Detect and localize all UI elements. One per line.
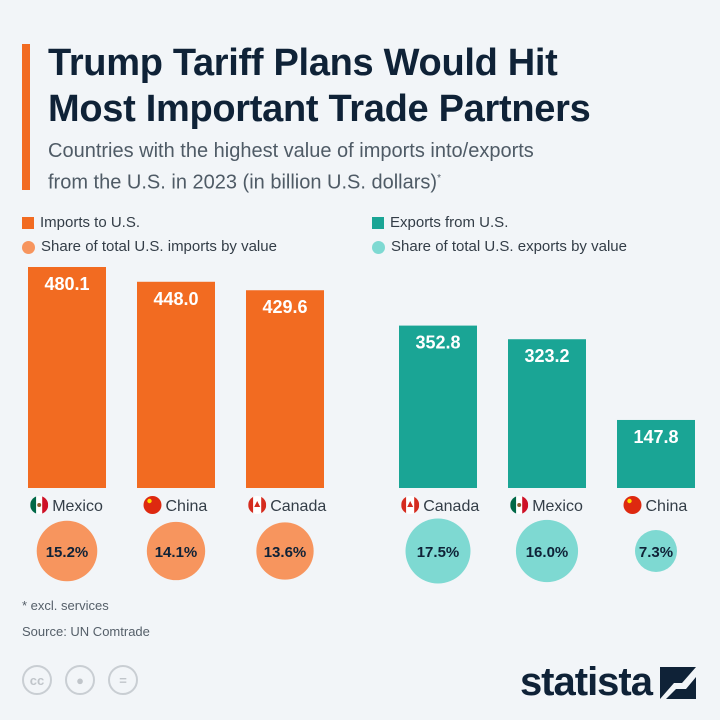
series-exports: 352.8 Canada 17.5% 323.2 Mexico 16.0% 147.8 Chi… xyxy=(399,325,695,584)
cc-by-icon[interactable]: ● xyxy=(65,665,95,695)
bar-imports-china xyxy=(137,281,215,488)
category-label: China xyxy=(623,496,688,515)
share-bubble xyxy=(146,521,206,581)
legend-imports: Imports to U.S. Share of total U.S. impo… xyxy=(22,211,277,259)
category-label: Mexico xyxy=(30,496,103,515)
subtitle-line-1: Countries with the highest value of impo… xyxy=(48,140,534,162)
share-bubble xyxy=(515,519,579,583)
legend-label-imports-share: Share of total U.S. imports by value xyxy=(41,238,277,255)
legend-swatch-exports xyxy=(372,217,384,229)
bar-value-label: 480.1 xyxy=(44,274,89,294)
mexico-flag-icon xyxy=(510,496,529,514)
bar-value-label: 429.6 xyxy=(262,297,307,317)
cc-nd-icon[interactable]: = xyxy=(108,665,138,695)
legend-dot-imports-share xyxy=(22,240,35,254)
title-line-2: Most Important Trade Partners xyxy=(48,88,591,130)
bar-exports-mexico xyxy=(508,339,586,488)
china-flag-icon xyxy=(623,496,642,514)
chart-subtitle: Countries with the highest value of impo… xyxy=(48,138,534,197)
source: Source: UN Comtrade xyxy=(22,624,150,639)
category-name: China xyxy=(646,498,688,515)
share-label: 13.6% xyxy=(264,544,307,561)
statista-logo-text: statista xyxy=(519,660,653,704)
statista-logo-icon xyxy=(660,666,696,699)
footnote: * excl. services xyxy=(22,598,109,613)
share-label: 14.1% xyxy=(155,544,198,561)
category-name: Canada xyxy=(423,498,479,515)
category-label: Canada xyxy=(248,496,326,515)
category-label: Mexico xyxy=(510,496,583,515)
category-name: Mexico xyxy=(532,498,583,515)
bar-imports-mexico xyxy=(28,267,106,488)
statista-logo[interactable]: statista xyxy=(520,660,696,705)
accent-bar xyxy=(22,44,30,190)
canada-flag-icon xyxy=(401,496,420,514)
subtitle-footnote-mark: * xyxy=(437,173,441,184)
bar-value-label: 323.2 xyxy=(524,346,569,366)
category-name: China xyxy=(166,498,208,515)
category-name: Canada xyxy=(270,498,326,515)
mexico-flag-icon xyxy=(30,496,49,514)
category-name: Mexico xyxy=(52,498,103,515)
share-bubble xyxy=(405,518,471,584)
share-label: 17.5% xyxy=(417,544,460,561)
share-bubble xyxy=(256,522,314,580)
share-label: 15.2% xyxy=(46,544,89,561)
chart-title: Trump Tariff Plans Would Hit Most Import… xyxy=(48,40,591,132)
category-label: Canada xyxy=(401,496,479,515)
legend-exports: Exports from U.S. Share of total U.S. ex… xyxy=(372,211,627,259)
legend-label-exports-share: Share of total U.S. exports by value xyxy=(391,238,627,255)
china-flag-icon xyxy=(143,496,162,514)
bar-imports-canada xyxy=(246,290,324,488)
bar-exports-canada xyxy=(399,325,477,488)
share-label: 7.3% xyxy=(639,544,673,561)
series-imports: 480.1 Mexico 15.2% 448.0 China 14.1% 429.6 Cana… xyxy=(28,267,326,582)
cc-license-icon[interactable]: cc xyxy=(22,665,52,695)
legend-dot-exports-share xyxy=(372,240,385,254)
share-label: 16.0% xyxy=(526,544,569,561)
share-bubble xyxy=(36,520,98,582)
bar-exports-china xyxy=(617,419,695,488)
subtitle-line-2: from the U.S. in 2023 (in billion U.S. d… xyxy=(48,171,438,194)
bar-value-label: 147.8 xyxy=(633,427,678,447)
legend-label-imports: Imports to U.S. xyxy=(40,214,141,231)
share-bubble xyxy=(635,530,677,572)
legend-swatch-imports xyxy=(22,217,34,229)
bar-value-label: 352.8 xyxy=(415,333,460,353)
bar-value-label: 448.0 xyxy=(153,289,198,309)
legend-label-exports: Exports from U.S. xyxy=(390,214,509,231)
title-line-1: Trump Tariff Plans Would Hit xyxy=(48,42,558,84)
canada-flag-icon xyxy=(248,496,267,514)
category-label: China xyxy=(143,496,208,515)
